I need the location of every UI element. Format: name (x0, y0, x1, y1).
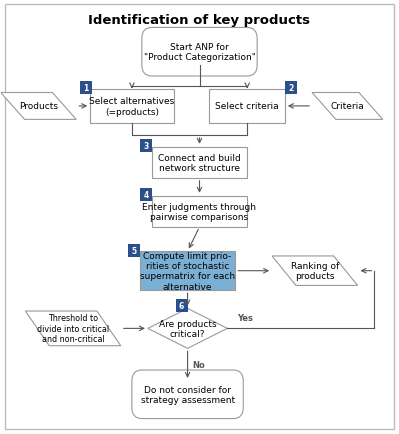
FancyBboxPatch shape (140, 140, 152, 153)
Text: Criteria: Criteria (330, 102, 364, 111)
Text: Ranking of
products: Ranking of products (291, 261, 339, 281)
Text: Select criteria: Select criteria (215, 102, 279, 111)
Text: Compute limit prio-
rities of stochastic
supermatrix for each
alternative: Compute limit prio- rities of stochastic… (140, 251, 235, 291)
Text: No: No (192, 360, 205, 369)
FancyBboxPatch shape (128, 244, 140, 257)
Text: 4: 4 (143, 191, 148, 200)
FancyBboxPatch shape (152, 148, 247, 178)
Text: Connect and build
network structure: Connect and build network structure (158, 153, 241, 173)
Polygon shape (1, 93, 76, 120)
Text: Enter judgments through
pairwise comparisons: Enter judgments through pairwise compari… (142, 202, 257, 221)
FancyBboxPatch shape (142, 28, 257, 77)
FancyBboxPatch shape (132, 370, 243, 419)
FancyBboxPatch shape (80, 82, 92, 95)
FancyBboxPatch shape (90, 89, 174, 124)
Text: Select alternatives
(=products): Select alternatives (=products) (89, 97, 174, 116)
FancyBboxPatch shape (140, 252, 235, 290)
Text: Threshold to
divide into critical
and non-critical: Threshold to divide into critical and no… (37, 314, 109, 343)
Polygon shape (26, 311, 121, 346)
FancyBboxPatch shape (152, 196, 247, 227)
FancyBboxPatch shape (285, 82, 297, 95)
Text: 3: 3 (143, 142, 148, 151)
Text: 1: 1 (83, 84, 89, 93)
Polygon shape (272, 256, 358, 286)
Text: 6: 6 (179, 301, 184, 310)
Text: Products: Products (19, 102, 58, 111)
Text: Identification of key products: Identification of key products (89, 14, 310, 26)
Text: Start ANP for
"Product Categorization": Start ANP for "Product Categorization" (144, 43, 255, 62)
Text: Yes: Yes (237, 313, 253, 322)
Text: Are products
critical?: Are products critical? (159, 319, 216, 338)
FancyBboxPatch shape (5, 5, 394, 429)
Text: 5: 5 (131, 246, 136, 255)
FancyBboxPatch shape (176, 299, 188, 312)
FancyBboxPatch shape (209, 89, 285, 124)
Text: Do not consider for
strategy assessment: Do not consider for strategy assessment (140, 385, 235, 404)
FancyBboxPatch shape (140, 189, 152, 202)
Polygon shape (148, 309, 227, 349)
Text: 2: 2 (288, 84, 294, 93)
Polygon shape (312, 93, 383, 120)
